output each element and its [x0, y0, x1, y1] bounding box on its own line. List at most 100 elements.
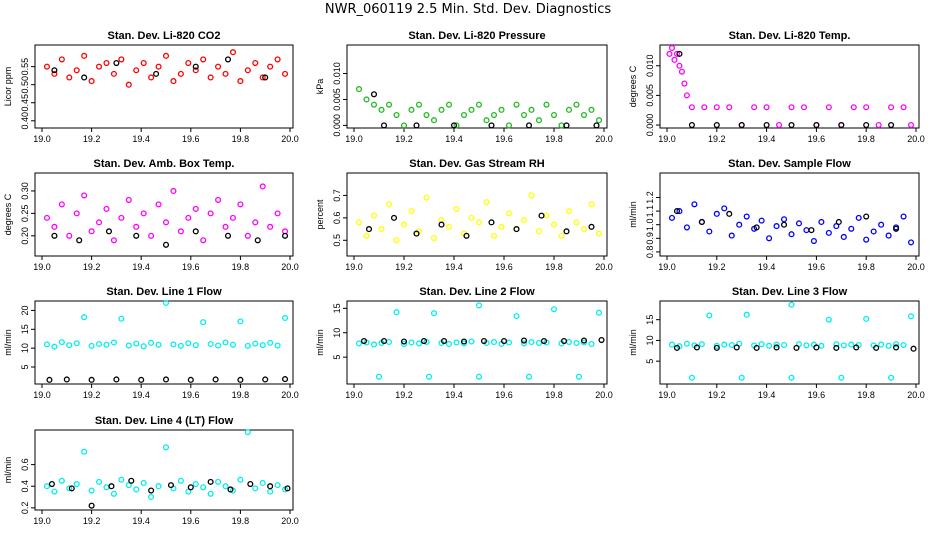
data-point	[118, 476, 125, 483]
y-axis-label: Licor ppm	[3, 67, 13, 107]
data-point	[758, 217, 765, 224]
data-point	[58, 56, 65, 63]
data-point	[788, 104, 795, 111]
data-point	[365, 226, 373, 233]
data-point	[440, 337, 448, 345]
data-point	[838, 121, 845, 129]
data-point	[200, 237, 207, 244]
data-point	[207, 210, 214, 217]
data-point	[155, 483, 162, 490]
data-point	[668, 44, 676, 52]
data-point	[162, 444, 170, 451]
data-point	[788, 374, 795, 381]
data-point	[66, 74, 73, 81]
y-tick-label: 1.0	[645, 218, 655, 231]
data-point	[550, 221, 558, 228]
data-point	[893, 225, 900, 232]
data-point	[224, 56, 232, 63]
data-point	[66, 485, 73, 492]
data-point	[88, 502, 95, 509]
data-point	[588, 223, 595, 230]
x-tick-label: 20.0	[907, 390, 925, 400]
data-point	[58, 477, 65, 484]
y-tick-label: 10	[20, 343, 30, 353]
data-point	[200, 56, 207, 63]
x-tick-label: 19.2	[708, 134, 726, 144]
data-point	[763, 104, 770, 111]
data-point	[483, 117, 490, 124]
data-point	[713, 344, 720, 351]
data-point	[162, 376, 170, 383]
data-point	[833, 341, 840, 348]
data-point	[888, 104, 895, 111]
data-point	[167, 482, 175, 489]
data-point	[563, 122, 570, 129]
data-point	[773, 344, 780, 351]
data-point	[728, 341, 735, 349]
y-axis-label: ml/min	[628, 201, 638, 228]
data-point	[540, 337, 548, 345]
data-point	[125, 196, 132, 203]
data-point	[363, 96, 370, 103]
data-point	[51, 67, 58, 74]
data-point	[192, 342, 199, 349]
data-point	[543, 212, 550, 219]
data-point	[125, 81, 132, 88]
data-point	[177, 228, 184, 235]
data-point	[676, 50, 683, 57]
y-tick-label: 0.005	[645, 84, 655, 107]
data-point	[460, 340, 468, 347]
x-tick-label: 19.4	[445, 134, 463, 144]
data-point	[438, 106, 445, 113]
x-tick-label: 19.8	[232, 516, 250, 526]
data-point	[513, 101, 520, 108]
x-tick-label: 19.6	[182, 516, 200, 526]
plot-frame	[346, 300, 608, 385]
data-point	[68, 485, 75, 492]
data-point	[400, 122, 408, 129]
data-point	[393, 111, 400, 119]
data-point	[355, 340, 363, 347]
data-point	[81, 74, 88, 81]
data-point	[207, 478, 214, 485]
data-point	[683, 224, 690, 231]
data-point	[66, 342, 73, 349]
data-point	[743, 213, 750, 220]
data-point	[588, 106, 595, 113]
y-tick-label: 0.2	[20, 502, 30, 515]
data-point	[162, 219, 170, 226]
data-point	[888, 374, 895, 381]
y-tick-label: 0.6	[20, 458, 30, 471]
data-point	[475, 373, 483, 380]
data-point	[430, 235, 438, 242]
data-point	[237, 376, 244, 383]
data-point	[222, 339, 229, 346]
data-point	[385, 201, 393, 208]
data-point	[713, 210, 720, 217]
data-point	[468, 106, 475, 113]
data-point	[468, 214, 475, 221]
data-point	[673, 50, 681, 57]
y-tick-label: 5	[20, 365, 30, 370]
x-tick-label: 19.0	[345, 262, 363, 272]
chart-title: Stan. Dev. Li-820 CO2	[108, 30, 221, 42]
data-point	[51, 343, 58, 350]
data-point	[565, 106, 573, 113]
x-tick-label: 19.4	[758, 262, 776, 272]
data-point	[215, 196, 222, 203]
data-point	[468, 338, 475, 345]
data-point	[63, 376, 70, 383]
data-point	[445, 223, 453, 230]
data-point	[192, 228, 199, 235]
data-point	[800, 104, 807, 111]
data-point	[525, 122, 533, 129]
data-point	[488, 122, 495, 129]
data-point	[900, 341, 907, 349]
data-point	[95, 63, 103, 70]
x-tick-label: 20.0	[595, 390, 613, 400]
data-point	[43, 214, 51, 221]
data-point	[415, 101, 423, 108]
data-point	[505, 339, 513, 346]
plot-frame	[34, 300, 294, 385]
